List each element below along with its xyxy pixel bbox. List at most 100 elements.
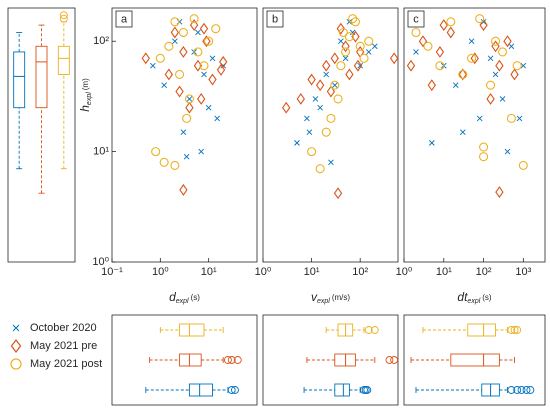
axis-label: dexpl (s) — [169, 290, 200, 305]
diamond-marker — [341, 40, 350, 53]
plot-frame — [403, 7, 546, 263]
circle-marker — [164, 41, 174, 51]
outlier — [370, 326, 379, 334]
circle-marker — [341, 47, 351, 57]
diamond-marker — [202, 35, 211, 48]
cross-marker — [459, 129, 466, 135]
circle-marker — [467, 53, 477, 63]
box — [179, 353, 202, 367]
circle-marker — [182, 113, 192, 123]
panel-label-box — [115, 10, 133, 28]
outlier — [522, 386, 531, 394]
plot-frame — [111, 7, 258, 263]
circle-marker — [475, 14, 485, 24]
outlier — [390, 356, 399, 364]
cross-marker — [331, 82, 338, 88]
diamond-marker — [315, 79, 325, 92]
cross-marker — [180, 129, 187, 135]
diamond-marker — [495, 59, 504, 72]
cross-marker — [323, 71, 330, 78]
circle-marker — [175, 69, 185, 80]
cross-marker — [508, 43, 515, 50]
legend-label: May 2021 pre — [30, 340, 97, 352]
circle-marker — [364, 36, 374, 46]
cross-marker — [176, 18, 183, 25]
label-unit: (m/s) — [332, 293, 351, 302]
label-main: h — [78, 105, 92, 112]
circle-marker — [204, 36, 214, 46]
circle-marker — [170, 160, 180, 170]
diamond-marker — [307, 73, 316, 86]
circle-marker — [512, 61, 522, 71]
x-tick-label: 10⁰ — [396, 266, 413, 278]
cross-marker — [150, 62, 156, 69]
cross-marker — [476, 115, 483, 122]
axis-label: dtexpl (s) — [457, 290, 492, 305]
cross-marker — [172, 38, 178, 45]
y-tick-label: 10² — [93, 35, 109, 47]
label-unit: (m) — [81, 78, 90, 90]
diamond-marker — [185, 101, 194, 114]
circle-marker — [184, 94, 194, 104]
outlier — [364, 326, 373, 334]
diamond-marker — [189, 19, 199, 32]
cross-marker — [328, 159, 334, 166]
circle-marker — [479, 142, 489, 152]
outlier — [227, 356, 236, 364]
diamond-marker — [216, 63, 226, 76]
circle-marker — [321, 127, 331, 137]
cross-marker — [452, 82, 459, 88]
diamond-marker — [458, 68, 467, 81]
circle-marker — [189, 14, 199, 24]
label-main: v — [311, 290, 318, 304]
circle-marker — [344, 32, 354, 42]
diamond-marker — [141, 52, 150, 65]
circle-marker — [159, 157, 169, 167]
diamond-marker — [164, 68, 174, 81]
label-unit: (s) — [482, 293, 492, 302]
cross-marker — [342, 55, 349, 62]
cross-marker — [480, 18, 487, 25]
x-tick-label: 10¹ — [436, 266, 452, 278]
panel-label: b — [272, 13, 278, 25]
x-tick-label: 10² — [352, 266, 368, 278]
circle-marker — [348, 14, 358, 24]
diamond-marker — [495, 186, 504, 199]
panel-label-box — [266, 10, 284, 28]
cross-marker — [371, 43, 378, 50]
circle-marker — [193, 47, 203, 57]
outlier — [363, 386, 372, 394]
panel-label: a — [121, 13, 128, 25]
cross-marker — [209, 55, 216, 62]
label-sub: expl — [176, 298, 189, 305]
circle-marker — [490, 36, 501, 46]
box — [13, 51, 26, 109]
diamond-marker — [427, 79, 436, 92]
diamond-marker — [296, 92, 305, 105]
outlier — [227, 386, 236, 394]
diamond-marker — [333, 187, 343, 200]
outlier — [526, 386, 535, 394]
diamond-marker — [330, 52, 339, 65]
diamond-marker — [486, 92, 495, 105]
circle-marker — [315, 164, 325, 174]
axis-label: hexpl (m) — [78, 78, 93, 112]
circle-marker — [479, 152, 489, 162]
circle-marker — [307, 147, 317, 157]
x-tick-label: 10⁰ — [255, 266, 272, 278]
circle-marker — [446, 17, 456, 27]
circle-marker — [518, 160, 528, 170]
label-main: dt — [457, 290, 468, 304]
panel-label: c — [413, 13, 419, 25]
cross-marker — [186, 96, 193, 102]
cross-marker — [504, 148, 511, 155]
cross-marker — [413, 49, 419, 55]
diamond-marker — [389, 52, 399, 65]
outlier — [59, 14, 68, 23]
cross-marker — [338, 38, 344, 45]
y-tick-label: 10⁰ — [92, 256, 109, 268]
circle-marker — [333, 94, 343, 104]
cross-marker — [499, 96, 506, 102]
outlier — [59, 11, 68, 20]
diamond-marker — [170, 26, 180, 39]
